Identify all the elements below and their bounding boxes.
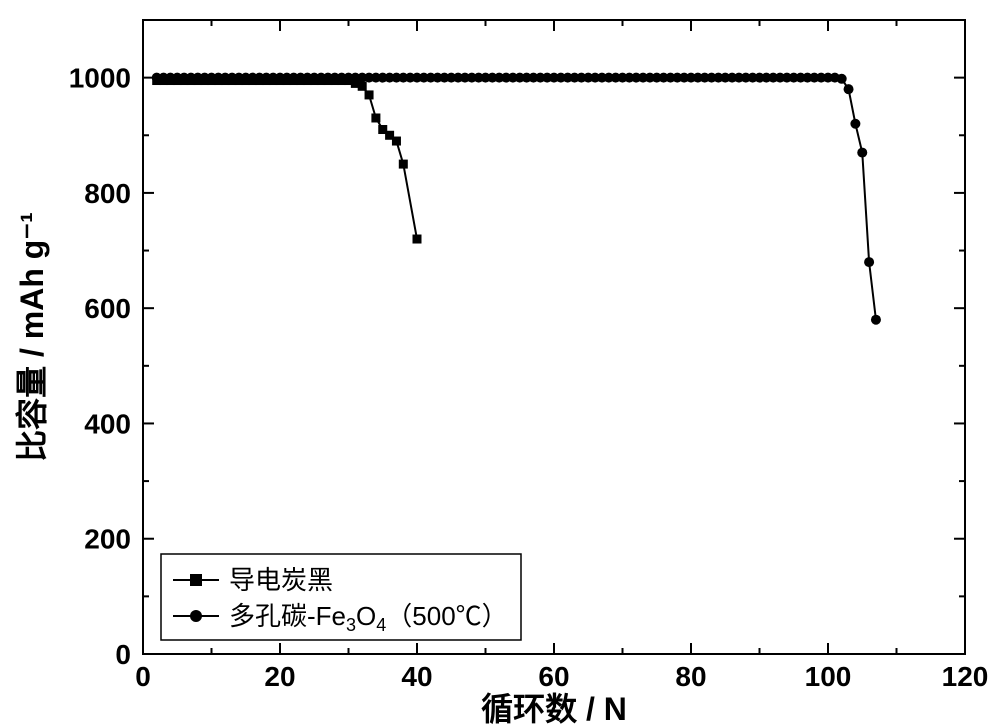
x-tick-label: 80	[675, 661, 706, 692]
x-tick-label: 60	[538, 661, 569, 692]
x-axis-label: 循环数 / N	[481, 691, 627, 726]
x-tick-label: 0	[135, 661, 151, 692]
y-tick-label: 400	[84, 408, 131, 439]
marker-circle	[837, 74, 847, 84]
marker-circle	[857, 148, 867, 158]
marker-circle	[864, 257, 874, 267]
marker-circle	[850, 119, 860, 129]
chart-svg: 0 20 40 60 80 100 120 0 200 400 600 800 1000 循环数 / N 比…	[0, 0, 1000, 726]
x-tick-label: 100	[805, 661, 852, 692]
marker-circle	[844, 84, 854, 94]
y-tick-label: 800	[84, 178, 131, 209]
marker-square	[392, 137, 401, 146]
marker-square	[365, 90, 374, 99]
legend-label-1: 导电炭黑	[229, 565, 333, 595]
marker-square	[358, 82, 367, 91]
y-tick-label: 200	[84, 524, 131, 555]
marker-square	[399, 160, 408, 169]
marker-square	[413, 235, 422, 244]
x-tick-label: 20	[264, 661, 295, 692]
marker-square	[371, 113, 380, 122]
x-tick-label: 40	[401, 661, 432, 692]
y-tick-label: 600	[84, 293, 131, 324]
legend-sample-circle	[190, 610, 202, 622]
y-tick-label: 0	[115, 639, 131, 670]
y-axis-label: 比容量 / mAh g⁻¹	[14, 212, 50, 462]
chart-container: 0 20 40 60 80 100 120 0 200 400 600 800 1000 循环数 / N 比…	[0, 0, 1000, 726]
x-tick-label: 120	[942, 661, 989, 692]
y-tick-label: 1000	[69, 63, 131, 94]
marker-circle	[871, 315, 881, 325]
legend-label-2: 多孔碳-Fe3O4（500℃）	[229, 601, 508, 635]
legend-sample-square	[190, 574, 202, 586]
